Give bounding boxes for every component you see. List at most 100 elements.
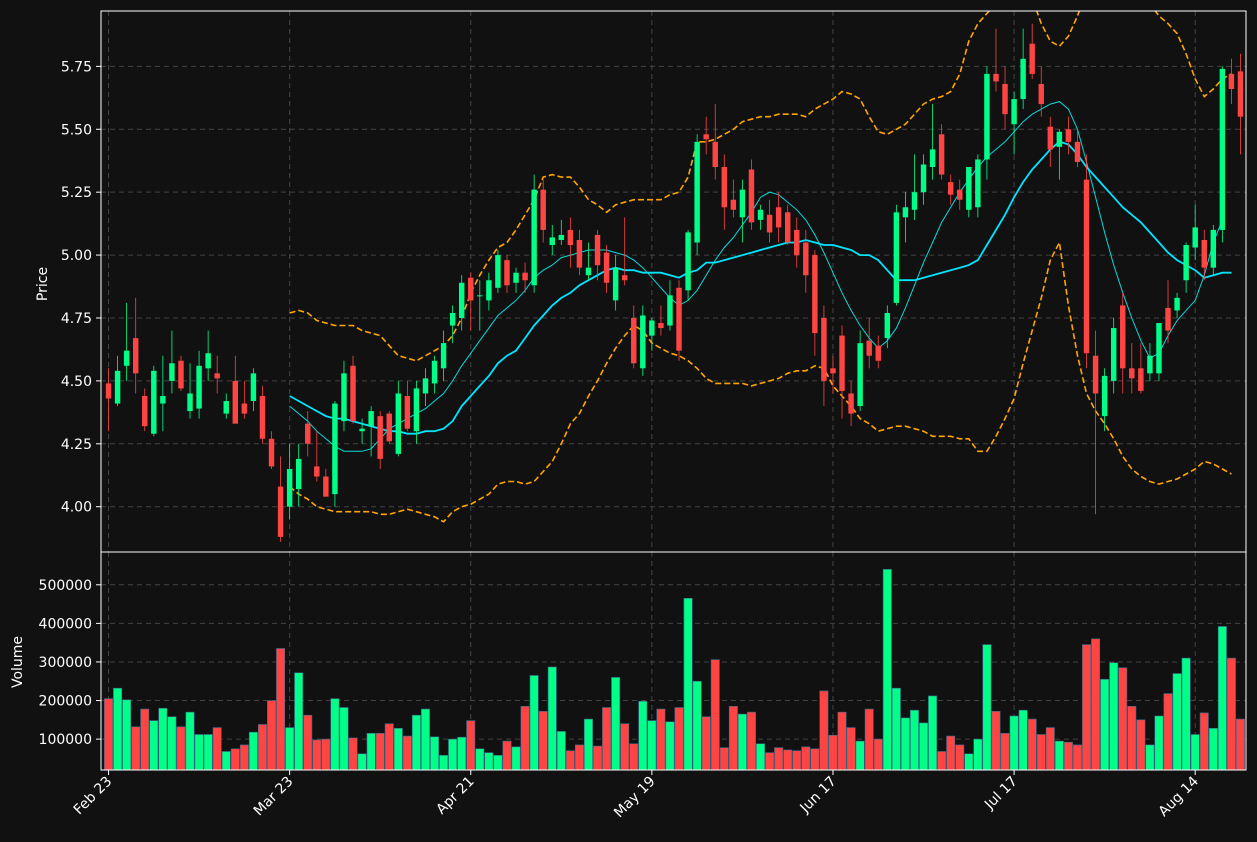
volume-bar [873, 738, 883, 771]
candle-body [368, 411, 374, 427]
volume-bar [602, 707, 612, 771]
volume-bar [357, 753, 367, 771]
candle-body [105, 383, 112, 399]
candle [341, 360, 347, 432]
price-tick-label: 4.00 [61, 500, 92, 516]
candle-body [1219, 68, 1226, 230]
candle [196, 350, 202, 419]
candle-body [323, 476, 329, 497]
volume-tick-label: 100000 [39, 732, 92, 748]
volume-bar [1172, 673, 1182, 771]
volume-bar [421, 708, 430, 771]
candle-body [477, 295, 483, 297]
volume-bar [212, 727, 222, 771]
candle [178, 355, 184, 391]
candle [966, 167, 972, 218]
candle [1011, 91, 1017, 155]
candle-body [160, 395, 166, 404]
candle-body [712, 141, 718, 168]
candle [1210, 224, 1217, 276]
candle [486, 272, 492, 311]
candle-body [1002, 83, 1008, 115]
candle-body [993, 73, 999, 82]
volume-bar [692, 680, 702, 771]
volume-bar [348, 737, 358, 771]
candle [477, 280, 483, 331]
volume-bar [1091, 638, 1101, 771]
price-tick-label: 4.25 [61, 437, 92, 453]
candle [1147, 343, 1153, 381]
candle [114, 355, 121, 407]
candle-body [386, 413, 392, 442]
volume-bar [565, 750, 575, 771]
candle [1065, 116, 1072, 155]
candle [169, 330, 175, 394]
candle-body [1056, 131, 1063, 147]
candle-body [1074, 141, 1081, 162]
candle [1029, 23, 1035, 79]
candle [1056, 129, 1063, 180]
volume-bar [1127, 706, 1137, 771]
volume-bar [258, 724, 267, 771]
bollinger-upper-line [289, 11, 1232, 362]
volume-bar [384, 723, 394, 771]
volume-bar [312, 739, 322, 771]
volume-bar [502, 740, 512, 771]
candle-body [603, 252, 610, 283]
volume-bar [674, 707, 684, 771]
candle-body [1201, 239, 1207, 268]
volume-bar [194, 734, 204, 771]
volume-bar [1154, 715, 1164, 771]
moving-averages [289, 101, 1232, 452]
volume-bar [728, 706, 738, 771]
candle-body [893, 212, 900, 303]
candle-body [721, 167, 728, 208]
volume-bar [366, 733, 376, 771]
candle [1002, 66, 1008, 130]
candle [585, 242, 592, 281]
candle [540, 179, 546, 243]
candle-body [585, 267, 592, 276]
volume-bar [1145, 744, 1155, 771]
candle-body [305, 423, 311, 444]
volume-bar [774, 747, 784, 771]
candle-body [866, 340, 872, 356]
candle [594, 229, 601, 281]
candle [730, 179, 737, 218]
volume-bar [1018, 709, 1028, 771]
volume-bar [900, 717, 910, 771]
candle [920, 154, 927, 205]
candle [766, 199, 773, 243]
candle [1092, 330, 1099, 515]
candle-body [504, 260, 510, 286]
candle-body [142, 395, 148, 427]
candle-body [214, 373, 220, 379]
candle-body [259, 395, 266, 439]
candle [1074, 129, 1081, 168]
candle-body [884, 312, 891, 339]
volume-bar [439, 755, 449, 771]
volume-bar [919, 722, 928, 771]
candle [848, 380, 854, 427]
bollinger-bands [289, 11, 1232, 523]
candle-body [540, 189, 546, 230]
volume-bar [1100, 679, 1110, 771]
candle [241, 380, 248, 419]
candle [1228, 58, 1235, 105]
candle [857, 330, 863, 412]
candle [993, 28, 999, 92]
volume-bar [647, 720, 657, 771]
volume-bar [801, 746, 811, 771]
candle-body [1210, 229, 1217, 268]
candle-body [830, 368, 836, 374]
candle [549, 224, 555, 256]
volume-bar [203, 734, 213, 771]
volume-bar [538, 711, 548, 771]
candle-body [1156, 323, 1162, 374]
candle-body [794, 229, 800, 256]
candle [431, 355, 438, 394]
candle [884, 305, 891, 349]
volume-bar [855, 740, 865, 771]
candle-body [468, 277, 474, 301]
volume-axis-label: Volume [10, 636, 26, 688]
